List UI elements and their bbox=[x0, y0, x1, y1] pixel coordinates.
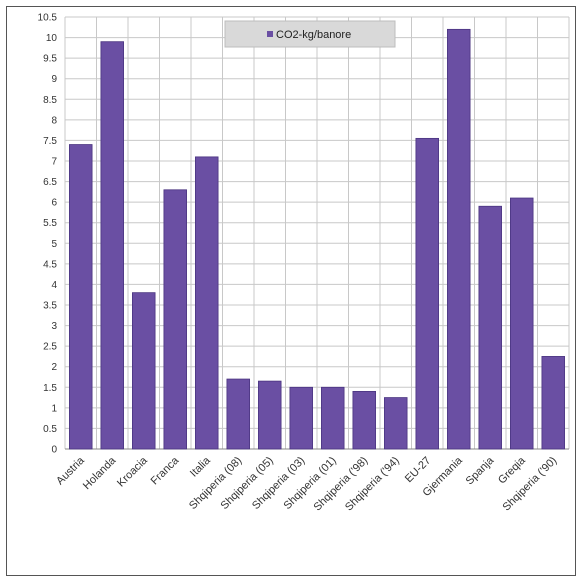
x-tick-label: Italia bbox=[188, 454, 214, 480]
y-tick-label: 7.5 bbox=[43, 136, 57, 147]
bar bbox=[100, 41, 124, 450]
x-tick-label: Spanja bbox=[464, 454, 497, 487]
bar bbox=[258, 380, 282, 450]
y-tick-label: 7 bbox=[51, 157, 57, 168]
x-tick-label: EU-27 bbox=[403, 455, 434, 486]
bar bbox=[69, 144, 93, 450]
bars bbox=[69, 28, 565, 450]
bar bbox=[447, 28, 471, 450]
y-tick-label: 4 bbox=[51, 280, 57, 291]
bar bbox=[478, 205, 502, 450]
legend: CO2-kg/banore bbox=[224, 20, 396, 48]
y-tick-label: 1.5 bbox=[43, 383, 57, 394]
y-tick-label: 9 bbox=[51, 74, 57, 85]
bar-chart: 0 0.5 1 1.5 2 2.5 3 3.5 4 4.5 5 5.5 6 6.5 7 7.5 8 8.5 9 9.5… bbox=[38, 13, 570, 513]
y-tick-label: 2 bbox=[51, 362, 57, 373]
chart-frame: 0 0.5 1 1.5 2 2.5 3 3.5 4 4.5 5 5.5 6 6.5 7 7.5 8 8.5 9 9.5… bbox=[6, 6, 576, 576]
bar bbox=[289, 386, 313, 450]
y-tick-label: 8 bbox=[51, 115, 57, 126]
y-tick-label: 10 bbox=[46, 33, 58, 44]
bar bbox=[321, 386, 345, 450]
y-tick-label: 9.5 bbox=[43, 54, 57, 65]
y-tick-label: 2.5 bbox=[43, 342, 57, 353]
y-tick-label: 1 bbox=[51, 403, 57, 414]
y-tick-label: 10.5 bbox=[38, 13, 58, 24]
legend-swatch bbox=[267, 31, 273, 37]
y-tick-label: 6.5 bbox=[43, 177, 57, 188]
bar bbox=[163, 189, 187, 450]
y-tick-label: 5 bbox=[51, 239, 57, 250]
x-tick-label: Holanda bbox=[81, 454, 119, 492]
y-axis: 0 0.5 1 1.5 2 2.5 3 3.5 4 4.5 5 5.5 6 6.5 7 7.5 8 8.5 9 9.5… bbox=[38, 13, 58, 456]
bar bbox=[541, 356, 565, 450]
bar bbox=[510, 197, 534, 450]
legend-box bbox=[224, 20, 396, 48]
x-tick-label: Franca bbox=[149, 454, 182, 487]
y-tick-label: 0 bbox=[51, 445, 57, 456]
y-tick-label: 6 bbox=[51, 198, 57, 209]
legend-label: CO2-kg/banore bbox=[276, 29, 351, 41]
bar bbox=[384, 397, 408, 450]
y-tick-label: 3.5 bbox=[43, 301, 57, 312]
bar bbox=[415, 137, 439, 450]
y-tick-label: 3 bbox=[51, 321, 57, 332]
bar bbox=[195, 156, 219, 450]
y-tick-label: 5.5 bbox=[43, 218, 57, 229]
x-tick-label: Kroacia bbox=[115, 454, 150, 489]
bar bbox=[132, 292, 156, 450]
bar bbox=[226, 378, 250, 450]
y-tick-label: 8.5 bbox=[43, 95, 57, 106]
bar bbox=[352, 390, 376, 450]
y-tick-label: 0.5 bbox=[43, 424, 57, 435]
y-tick-label: 4.5 bbox=[43, 259, 57, 270]
